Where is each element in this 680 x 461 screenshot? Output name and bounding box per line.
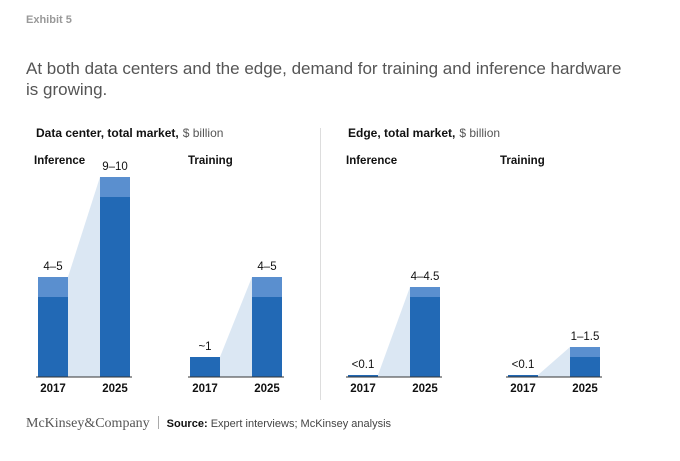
panel-title-text: Data center, total market, bbox=[36, 126, 179, 140]
connector-shade bbox=[378, 287, 410, 377]
bar-inference-2017 bbox=[38, 297, 68, 377]
data-label: <0.1 bbox=[512, 359, 535, 371]
bar-range-inference-2017 bbox=[38, 277, 68, 297]
x-tick-label: 2025 bbox=[254, 383, 280, 395]
source-text: Expert interviews; McKinsey analysis bbox=[210, 418, 392, 430]
group-label-edge-inference: Inference bbox=[346, 155, 398, 167]
bar-training-2025 bbox=[570, 357, 600, 377]
bar-range-training-2025 bbox=[570, 347, 600, 357]
panel-title-data-center: Data center, total market, $ billion bbox=[36, 126, 223, 140]
x-tick-label: 2025 bbox=[102, 383, 128, 395]
bar-inference-2025 bbox=[410, 297, 440, 377]
panel-unit: $ billion bbox=[182, 126, 224, 140]
x-tick-label: 2017 bbox=[350, 383, 376, 395]
data-label: 9–10 bbox=[102, 161, 128, 173]
data-label: 1–1.5 bbox=[571, 331, 600, 343]
connector-shade bbox=[538, 347, 570, 377]
bar-range-training-2025 bbox=[252, 277, 282, 297]
data-label: <0.1 bbox=[352, 359, 375, 371]
x-tick-label: 2025 bbox=[572, 383, 598, 395]
panel-title-text: Edge, total market, bbox=[348, 126, 456, 140]
bar-inference-2025 bbox=[100, 197, 130, 377]
chart-headline: At both data centers and the edge, deman… bbox=[26, 59, 622, 99]
x-tick-label: 2025 bbox=[412, 383, 438, 395]
group-label-dc-inference: Inference bbox=[34, 155, 86, 167]
group-label-edge-training: Training bbox=[500, 155, 545, 167]
data-label: ~1 bbox=[198, 341, 211, 353]
panel-unit: $ billion bbox=[459, 126, 501, 140]
bar-training-2017 bbox=[508, 375, 538, 377]
bar-training-2017 bbox=[190, 357, 220, 377]
mckinsey-logo: McKinsey&Company bbox=[26, 416, 150, 431]
panel-title-edge: Edge, total market, $ billion bbox=[348, 126, 500, 140]
connector-shade bbox=[68, 177, 100, 377]
group-label-dc-training: Training bbox=[188, 155, 233, 167]
exhibit-label: Exhibit 5 bbox=[26, 14, 72, 26]
x-tick-label: 2017 bbox=[510, 383, 536, 395]
footer: McKinsey&Company Source: Expert interview… bbox=[26, 416, 391, 432]
bar-range-inference-2025 bbox=[410, 287, 440, 297]
x-tick-label: 2017 bbox=[40, 383, 66, 395]
data-label: 4–5 bbox=[43, 261, 62, 273]
data-label: 4–5 bbox=[257, 261, 276, 273]
bar-inference-2017 bbox=[348, 375, 378, 377]
footer-separator bbox=[157, 416, 159, 429]
bar-range-inference-2025 bbox=[100, 177, 130, 197]
x-tick-label: 2017 bbox=[192, 383, 218, 395]
data-label: 4–4.5 bbox=[411, 271, 440, 283]
connector-shade bbox=[220, 277, 252, 377]
source-label: Source: bbox=[166, 418, 208, 430]
panel-divider bbox=[320, 128, 321, 400]
bar-training-2025 bbox=[252, 297, 282, 377]
